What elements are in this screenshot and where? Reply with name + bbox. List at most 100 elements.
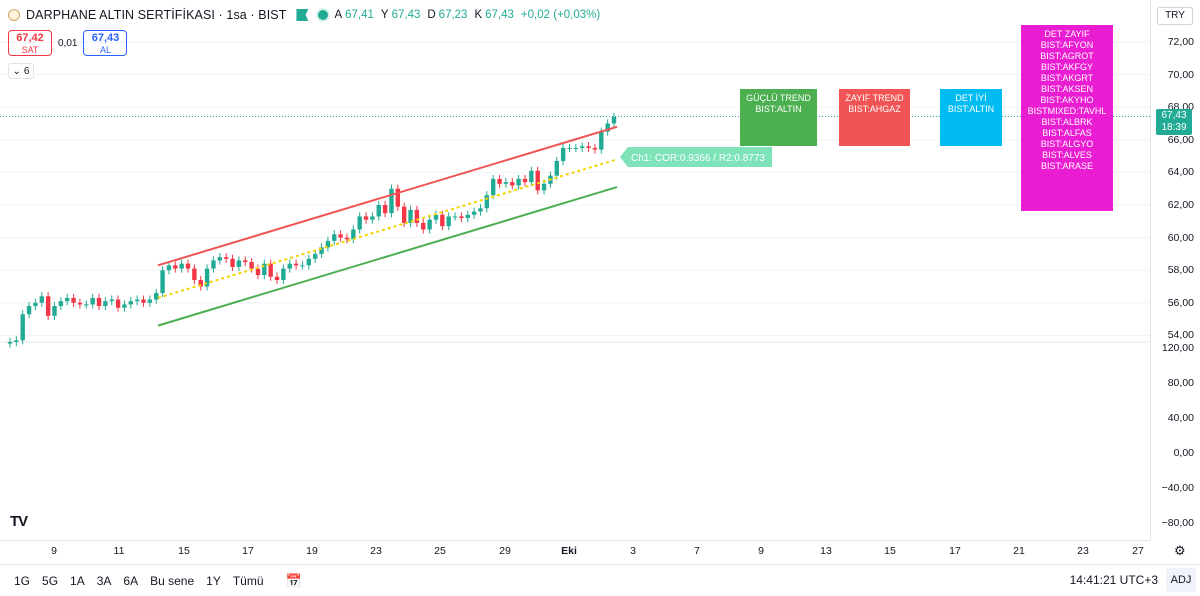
indicators-toggle-button[interactable]: ⌄ 6 <box>8 63 34 79</box>
candle-body <box>96 297 102 307</box>
high-label: Y <box>380 9 389 21</box>
symbol-title[interactable]: DARPHANE ALTIN SERTİFİKASI · 1sa · BIST <box>26 8 287 22</box>
range-1m-button[interactable]: 1A <box>70 573 85 588</box>
range-6m-button[interactable]: 6A <box>123 573 139 588</box>
candle-body <box>147 299 153 303</box>
close-value: 67,43 <box>485 9 514 21</box>
candle-body <box>236 260 242 267</box>
box-line: BIST:ALTIN <box>755 104 802 114</box>
price-chart[interactable]: Ch1: COR:0.9366 / R2:0.8773 <box>0 0 1150 540</box>
open-label: A <box>334 9 343 21</box>
symbol-logo-icon <box>8 9 20 21</box>
time-tick-label: 29 <box>499 545 511 557</box>
box-line: BIST:AKYHO <box>1040 95 1094 105</box>
time-tick-label: 9 <box>758 545 764 557</box>
tradingview-logo-icon[interactable]: TV <box>10 513 28 530</box>
candle-body <box>71 297 76 303</box>
ohlc-values: A 67,41 Y 67,43 D 67,23 K 67,43 +0,02 (+0,03… <box>334 9 604 21</box>
price-tick-label: 56,00 <box>1167 296 1194 309</box>
bottom-toolbar: 1G 5G 1A 3A 6A Bu sene 1Y Tümü 📅 14:41:2… <box>0 564 1200 596</box>
range-5d-button[interactable]: 5G <box>42 573 59 588</box>
last-price-value: 67,43 <box>1161 110 1187 121</box>
candle-body <box>611 116 617 124</box>
time-tick-label: 27 <box>1132 545 1144 557</box>
range-3m-button[interactable]: 3A <box>96 573 112 588</box>
box-line: BIST:AKSEN <box>1040 84 1094 94</box>
open-value: 67,41 <box>345 9 374 21</box>
channel-mid-line <box>157 158 618 299</box>
calendar-range-icon[interactable]: 📅 <box>285 572 302 588</box>
candle-body <box>357 216 362 230</box>
flag-icon[interactable] <box>296 9 309 21</box>
candle-body <box>45 296 51 316</box>
box-line: BIST:ALTIN <box>947 104 995 114</box>
candle-body <box>109 299 114 302</box>
candle-body <box>255 268 261 276</box>
candle-body <box>459 216 464 219</box>
box-line: DET ZAYIF <box>1044 29 1090 39</box>
range-ytd-button[interactable]: Bu sene <box>150 573 195 588</box>
candle-body <box>293 263 299 266</box>
candle-body <box>433 214 439 220</box>
candle-body <box>20 314 25 341</box>
candle-body <box>274 276 280 280</box>
candle-body <box>115 299 121 308</box>
candle-body <box>452 216 458 218</box>
strong-trend-box: GÜÇLÜ TREND BIST:ALTIN <box>740 89 817 146</box>
candle-body <box>484 195 490 209</box>
time-tick-label: 17 <box>242 545 254 557</box>
candle-body <box>497 178 502 184</box>
low-label: D <box>427 9 436 21</box>
price-tick-label: 58,00 <box>1167 264 1194 277</box>
range-1y-button[interactable]: 1Y <box>206 573 221 588</box>
adj-button[interactable]: ADJ <box>1166 568 1196 592</box>
price-scale[interactable]: 72,00 70,00 68,00 66,00 64,00 62,00 60,00 58,00… <box>1150 0 1200 540</box>
osc-tick-label: −80,00 <box>1161 517 1194 529</box>
candle-body <box>401 206 407 223</box>
channel-label-bg <box>620 147 772 167</box>
osc-tick-label: 80,00 <box>1167 377 1194 389</box>
candle-body <box>39 296 44 303</box>
det-good-box: DET İYİ BIST:ALTIN <box>940 89 1002 146</box>
candle-body <box>599 131 604 150</box>
candle-body <box>26 306 32 315</box>
candle-body <box>319 247 324 254</box>
candle-body <box>605 123 610 132</box>
time-axis[interactable]: 9 11 15 17 19 23 25 29 Eki 3 7 9 13 15 17 21 23 27 <box>0 540 1150 562</box>
trade-panel: 67,42 SAT 0,01 67,43 AL <box>8 30 128 56</box>
clock-timezone[interactable]: 14:41:21 UTC+3 <box>1069 573 1158 587</box>
market-status-icon[interactable] <box>318 10 329 20</box>
candle-body <box>471 211 477 215</box>
time-tick-label: 11 <box>113 545 125 557</box>
range-1d-button[interactable]: 1G <box>14 573 31 588</box>
currency-button[interactable]: TRY <box>1157 7 1193 25</box>
candle-body <box>586 146 591 148</box>
candle-body <box>465 214 470 219</box>
box-line: BIST:ALVES <box>1042 150 1092 160</box>
candle-body <box>230 258 235 267</box>
candle-body <box>122 304 127 308</box>
range-all-button[interactable]: Tümü <box>232 573 264 588</box>
candle-body <box>179 263 184 269</box>
osc-tick-label: 40,00 <box>1167 412 1194 424</box>
box-line: BIST:ALBRK <box>1041 117 1093 127</box>
time-tick-label: 23 <box>1077 545 1089 557</box>
buy-button[interactable]: 67,43 AL <box>83 30 128 56</box>
box-line: GÜÇLÜ TREND <box>746 93 811 103</box>
time-tick-label: 19 <box>306 545 318 557</box>
osc-tick-label: 0,00 <box>1173 447 1194 459</box>
box-line: ZAYIF TREND <box>845 93 904 103</box>
time-tick-label: 13 <box>820 545 832 557</box>
candle-body <box>160 270 165 294</box>
settings-gear-icon[interactable]: ⚙ <box>1174 543 1186 558</box>
price-tick-label: 66,00 <box>1167 133 1194 146</box>
channel-lower-line <box>157 186 618 327</box>
candle-body <box>408 209 413 223</box>
sell-button[interactable]: 67,42 SAT <box>8 30 52 56</box>
candle-body <box>535 170 540 191</box>
candle-body <box>351 229 356 240</box>
close-label: K <box>474 9 483 21</box>
candle-body <box>567 147 572 149</box>
box-line: BIST:AHGAZ <box>848 104 901 114</box>
candle-body <box>204 268 210 287</box>
